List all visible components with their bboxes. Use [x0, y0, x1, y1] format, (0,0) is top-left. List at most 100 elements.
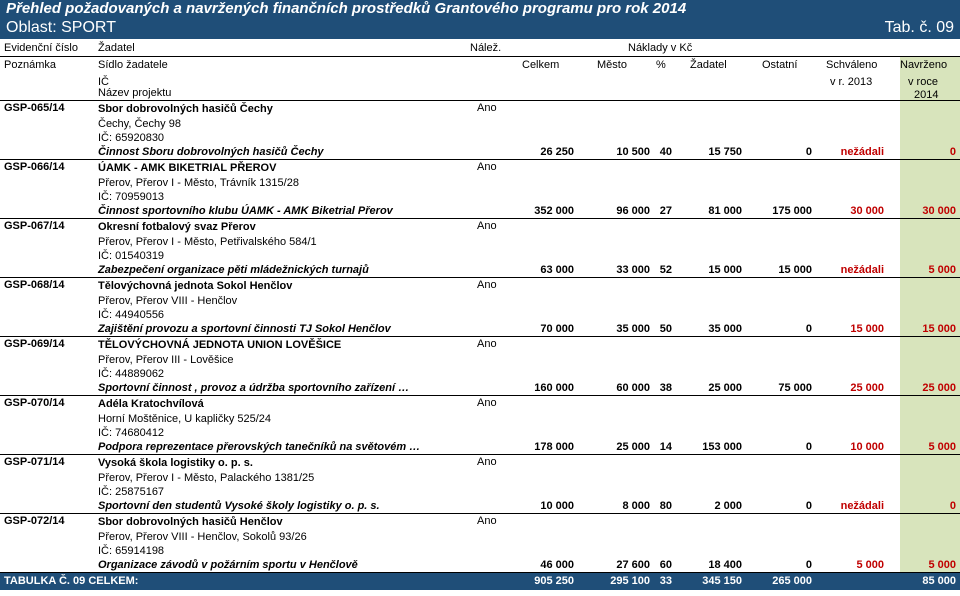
header-vroce: v roce — [908, 76, 938, 88]
total-label: TABULKA Č. 09 CELKEM: — [4, 575, 139, 587]
record-nalez: Ano — [477, 515, 497, 527]
table-row: GSP-068/14 Tělovýchovná jednota Sokol Hen… — [0, 278, 960, 337]
record-schvaleno: 30 000 — [850, 205, 884, 217]
record-mesto: 25 000 — [616, 441, 650, 453]
record-id: GSP-065/14 — [4, 102, 65, 114]
record-celkem: 26 250 — [540, 146, 574, 158]
record-ic: IČ: 65914198 — [98, 545, 165, 557]
total-row: TABULKA Č. 09 CELKEM: 905 250 295 100 33… — [0, 573, 960, 590]
header-ostatni: Ostatní — [762, 59, 798, 71]
record-ic: IČ: 44889062 — [98, 368, 165, 380]
record-project: Podpora reprezentace přerovských taneční… — [98, 441, 421, 453]
record-nalez: Ano — [477, 279, 497, 291]
table-row: GSP-065/14 Sbor dobrovolných hasičů Čechy… — [0, 101, 960, 160]
record-navrzeno: 5 000 — [928, 559, 956, 571]
table-row: GSP-072/14 Sbor dobrovolných hasičů Henčl… — [0, 514, 960, 573]
header-navrzeno: Navrženo — [900, 59, 948, 71]
record-project: Činnost Sboru dobrovolných hasičů Čechy — [98, 146, 324, 158]
record-schvaleno: nežádali — [840, 146, 884, 158]
total-mesto: 295 100 — [610, 575, 650, 587]
record-project: Sportovní den studentů Vysoké školy logi… — [98, 500, 380, 512]
header-zadatel: Žadatel — [98, 42, 135, 54]
header-sidlo: Sídlo žadatele — [98, 59, 168, 71]
record-mesto: 8 000 — [622, 500, 650, 512]
record-ostatni: 0 — [805, 441, 812, 453]
report-subtitle: Oblast: SPORT Tab. č. 09 — [0, 17, 960, 39]
record-navrzeno: 5 000 — [928, 264, 956, 276]
record-ostatni: 15 000 — [778, 264, 812, 276]
table-row: GSP-069/14 TĚLOVÝCHOVNÁ JEDNOTA UNION LOV… — [0, 337, 960, 396]
record-celkem: 70 000 — [540, 323, 574, 335]
record-id: GSP-067/14 — [4, 220, 65, 232]
area-label: Oblast: SPORT — [6, 19, 116, 36]
record-project: Činnost sportovního klubu ÚAMK - AMK Bik… — [98, 205, 393, 217]
record-ic: IČ: 74680412 — [98, 427, 165, 439]
record-name: Sbor dobrovolných hasičů Čechy — [98, 103, 273, 115]
record-ostatni: 75 000 — [778, 382, 812, 394]
header-vr: v r. 2013 — [830, 76, 873, 88]
record-mesto: 27 600 — [616, 559, 650, 571]
record-address: Čechy, Čechy 98 — [98, 118, 181, 130]
record-celkem: 160 000 — [534, 382, 574, 394]
tab-label: Tab. č. 09 — [884, 19, 954, 36]
record-name: Adéla Kratochvílová — [98, 398, 204, 410]
record-navrzeno: 30 000 — [922, 205, 956, 217]
record-pct: 14 — [659, 441, 672, 453]
total-navrzeno: 85 000 — [922, 575, 956, 587]
record-name: Sbor dobrovolných hasičů Henčlov — [98, 516, 283, 528]
record-schvaleno: 10 000 — [850, 441, 884, 453]
record-id: GSP-069/14 — [4, 338, 65, 350]
record-zadatel: 25 000 — [708, 382, 742, 394]
record-schvaleno: 25 000 — [850, 382, 884, 394]
record-ostatni: 0 — [805, 500, 812, 512]
record-celkem: 46 000 — [540, 559, 574, 571]
total-zadatel: 345 150 — [702, 575, 742, 587]
record-zadatel: 81 000 — [708, 205, 742, 217]
record-id: GSP-068/14 — [4, 279, 65, 291]
record-project: Sportovní činnost , provoz a údržba spor… — [98, 382, 410, 394]
record-pct: 80 — [659, 500, 672, 512]
record-name: Vysoká škola logistiky o. p. s. — [98, 457, 253, 469]
record-nalez: Ano — [477, 161, 497, 173]
record-address: Přerov, Přerov VIII - Henčlov, Sokolů 93… — [98, 531, 307, 543]
record-name: ÚAMK - AMK BIKETRIAL PŘEROV — [98, 162, 277, 174]
record-nalez: Ano — [477, 456, 497, 468]
record-pct: 52 — [659, 264, 672, 276]
record-address: Přerov, Přerov I - Město, Trávník 1315/2… — [98, 177, 299, 189]
record-celkem: 178 000 — [534, 441, 574, 453]
header-mesto: Město — [597, 59, 627, 71]
record-pct: 50 — [659, 323, 672, 335]
header-ic: IČ — [98, 76, 109, 88]
record-name: Okresní fotbalový svaz Přerov — [98, 221, 256, 233]
record-ic: IČ: 70959013 — [98, 191, 165, 203]
record-address: Horní Moštěnice, U kapličky 525/24 — [98, 413, 272, 425]
header-nazev: Název projektu — [98, 87, 172, 99]
header-evidencni: Evidenční číslo — [4, 42, 78, 54]
record-ic: IČ: 01540319 — [98, 250, 165, 262]
record-address: Přerov, Přerov I - Město, Palackého 1381… — [98, 472, 315, 484]
records-list: GSP-065/14 Sbor dobrovolných hasičů Čechy… — [0, 101, 960, 573]
record-schvaleno: nežádali — [840, 264, 884, 276]
record-pct: 27 — [659, 205, 672, 217]
record-mesto: 10 500 — [616, 146, 650, 158]
record-mesto: 60 000 — [616, 382, 650, 394]
table-row: GSP-071/14 Vysoká škola logistiky o. p. s… — [0, 455, 960, 514]
table-row: GSP-066/14 ÚAMK - AMK BIKETRIAL PŘEROV Ano… — [0, 160, 960, 219]
record-zadatel: 15 750 — [708, 146, 742, 158]
table-row: GSP-067/14 Okresní fotbalový svaz Přerov A… — [0, 219, 960, 278]
record-nalez: Ano — [477, 220, 497, 232]
header-nalez: Nálež. — [470, 42, 502, 54]
record-ostatni: 0 — [805, 146, 812, 158]
record-ostatni: 175 000 — [772, 205, 812, 217]
report-title: Přehled požadovaných a navržených finanč… — [0, 0, 960, 17]
total-ostatni: 265 000 — [772, 575, 812, 587]
record-navrzeno: 25 000 — [922, 382, 956, 394]
record-zadatel: 153 000 — [702, 441, 742, 453]
record-id: GSP-070/14 — [4, 397, 65, 409]
record-project: Organizace závodů v požárním sportu v He… — [98, 559, 358, 571]
record-navrzeno: 15 000 — [922, 323, 956, 335]
record-name: TĚLOVÝCHOVNÁ JEDNOTA UNION LOVĚŠICE — [98, 339, 342, 351]
record-project: Zajištění provozu a sportovní činnosti T… — [98, 323, 391, 335]
record-ic: IČ: 44940556 — [98, 309, 165, 321]
record-ostatni: 0 — [805, 323, 812, 335]
